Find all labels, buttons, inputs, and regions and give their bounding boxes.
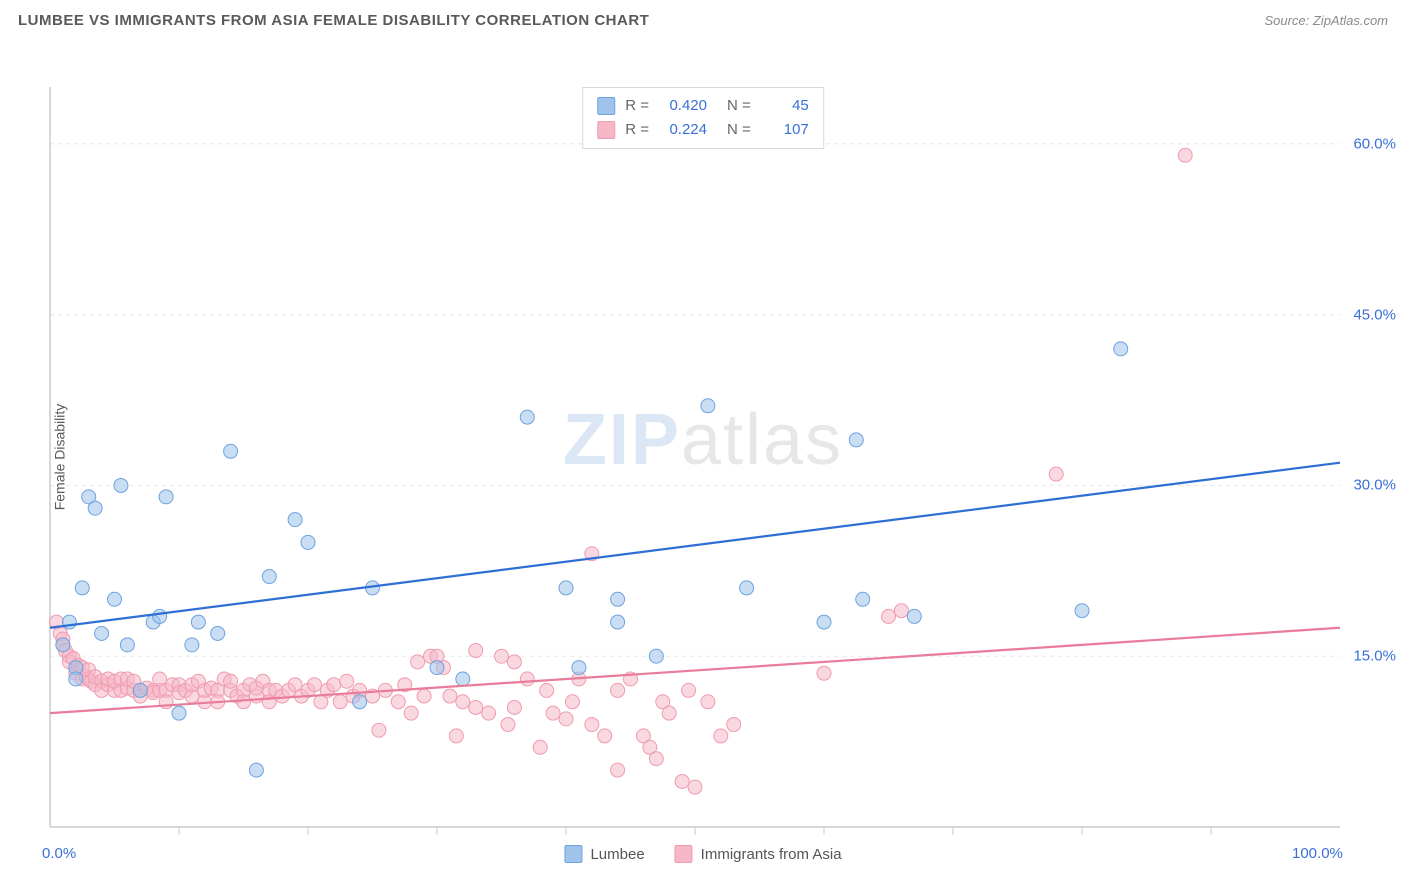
legend-label: Lumbee — [590, 846, 644, 863]
legend-swatch — [675, 845, 693, 863]
legend-swatch — [597, 97, 615, 115]
legend-item: Lumbee — [564, 845, 644, 863]
stats-legend-row: R = 0.420 N = 45 — [597, 94, 809, 118]
chart-header: LUMBEE VS IMMIGRANTS FROM ASIA FEMALE DI… — [0, 0, 1406, 37]
legend-label: Immigrants from Asia — [701, 846, 842, 863]
y-axis-label: Female Disability — [51, 404, 67, 511]
x-min-label: 0.0% — [42, 845, 76, 862]
chart-area: Female Disability ZIPatlas R =0.420N =45… — [0, 37, 1406, 877]
stats-legend: R = 0.420 N = 45 R = 0.224 N = 107 — [582, 87, 824, 149]
r-label: R = — [625, 94, 649, 118]
r-label: R = — [625, 118, 649, 142]
chart-title: LUMBEE VS IMMIGRANTS FROM ASIA FEMALE DI… — [18, 12, 649, 29]
series-legend: Lumbee Immigrants from Asia — [564, 845, 841, 863]
n-label: N = — [727, 118, 751, 142]
x-max-label: 100.0% — [1292, 845, 1343, 862]
y-tick-label: 60.0% — [1353, 135, 1396, 152]
chart-source: Source: ZipAtlas.com — [1264, 13, 1388, 28]
r-value: 0.420 — [659, 94, 707, 118]
legend-swatch — [597, 121, 615, 139]
y-tick-label: 15.0% — [1353, 648, 1396, 665]
legend-swatch — [564, 845, 582, 863]
stats-legend-row: R = 0.224 N = 107 — [597, 118, 809, 142]
y-tick-label: 30.0% — [1353, 477, 1396, 494]
r-value: 0.224 — [659, 118, 707, 142]
n-value: 107 — [761, 118, 809, 142]
y-tick-label: 45.0% — [1353, 306, 1396, 323]
scatter-chart-svg — [0, 37, 1406, 877]
n-label: N = — [727, 94, 751, 118]
n-value: 45 — [761, 94, 809, 118]
legend-item: Immigrants from Asia — [675, 845, 842, 863]
